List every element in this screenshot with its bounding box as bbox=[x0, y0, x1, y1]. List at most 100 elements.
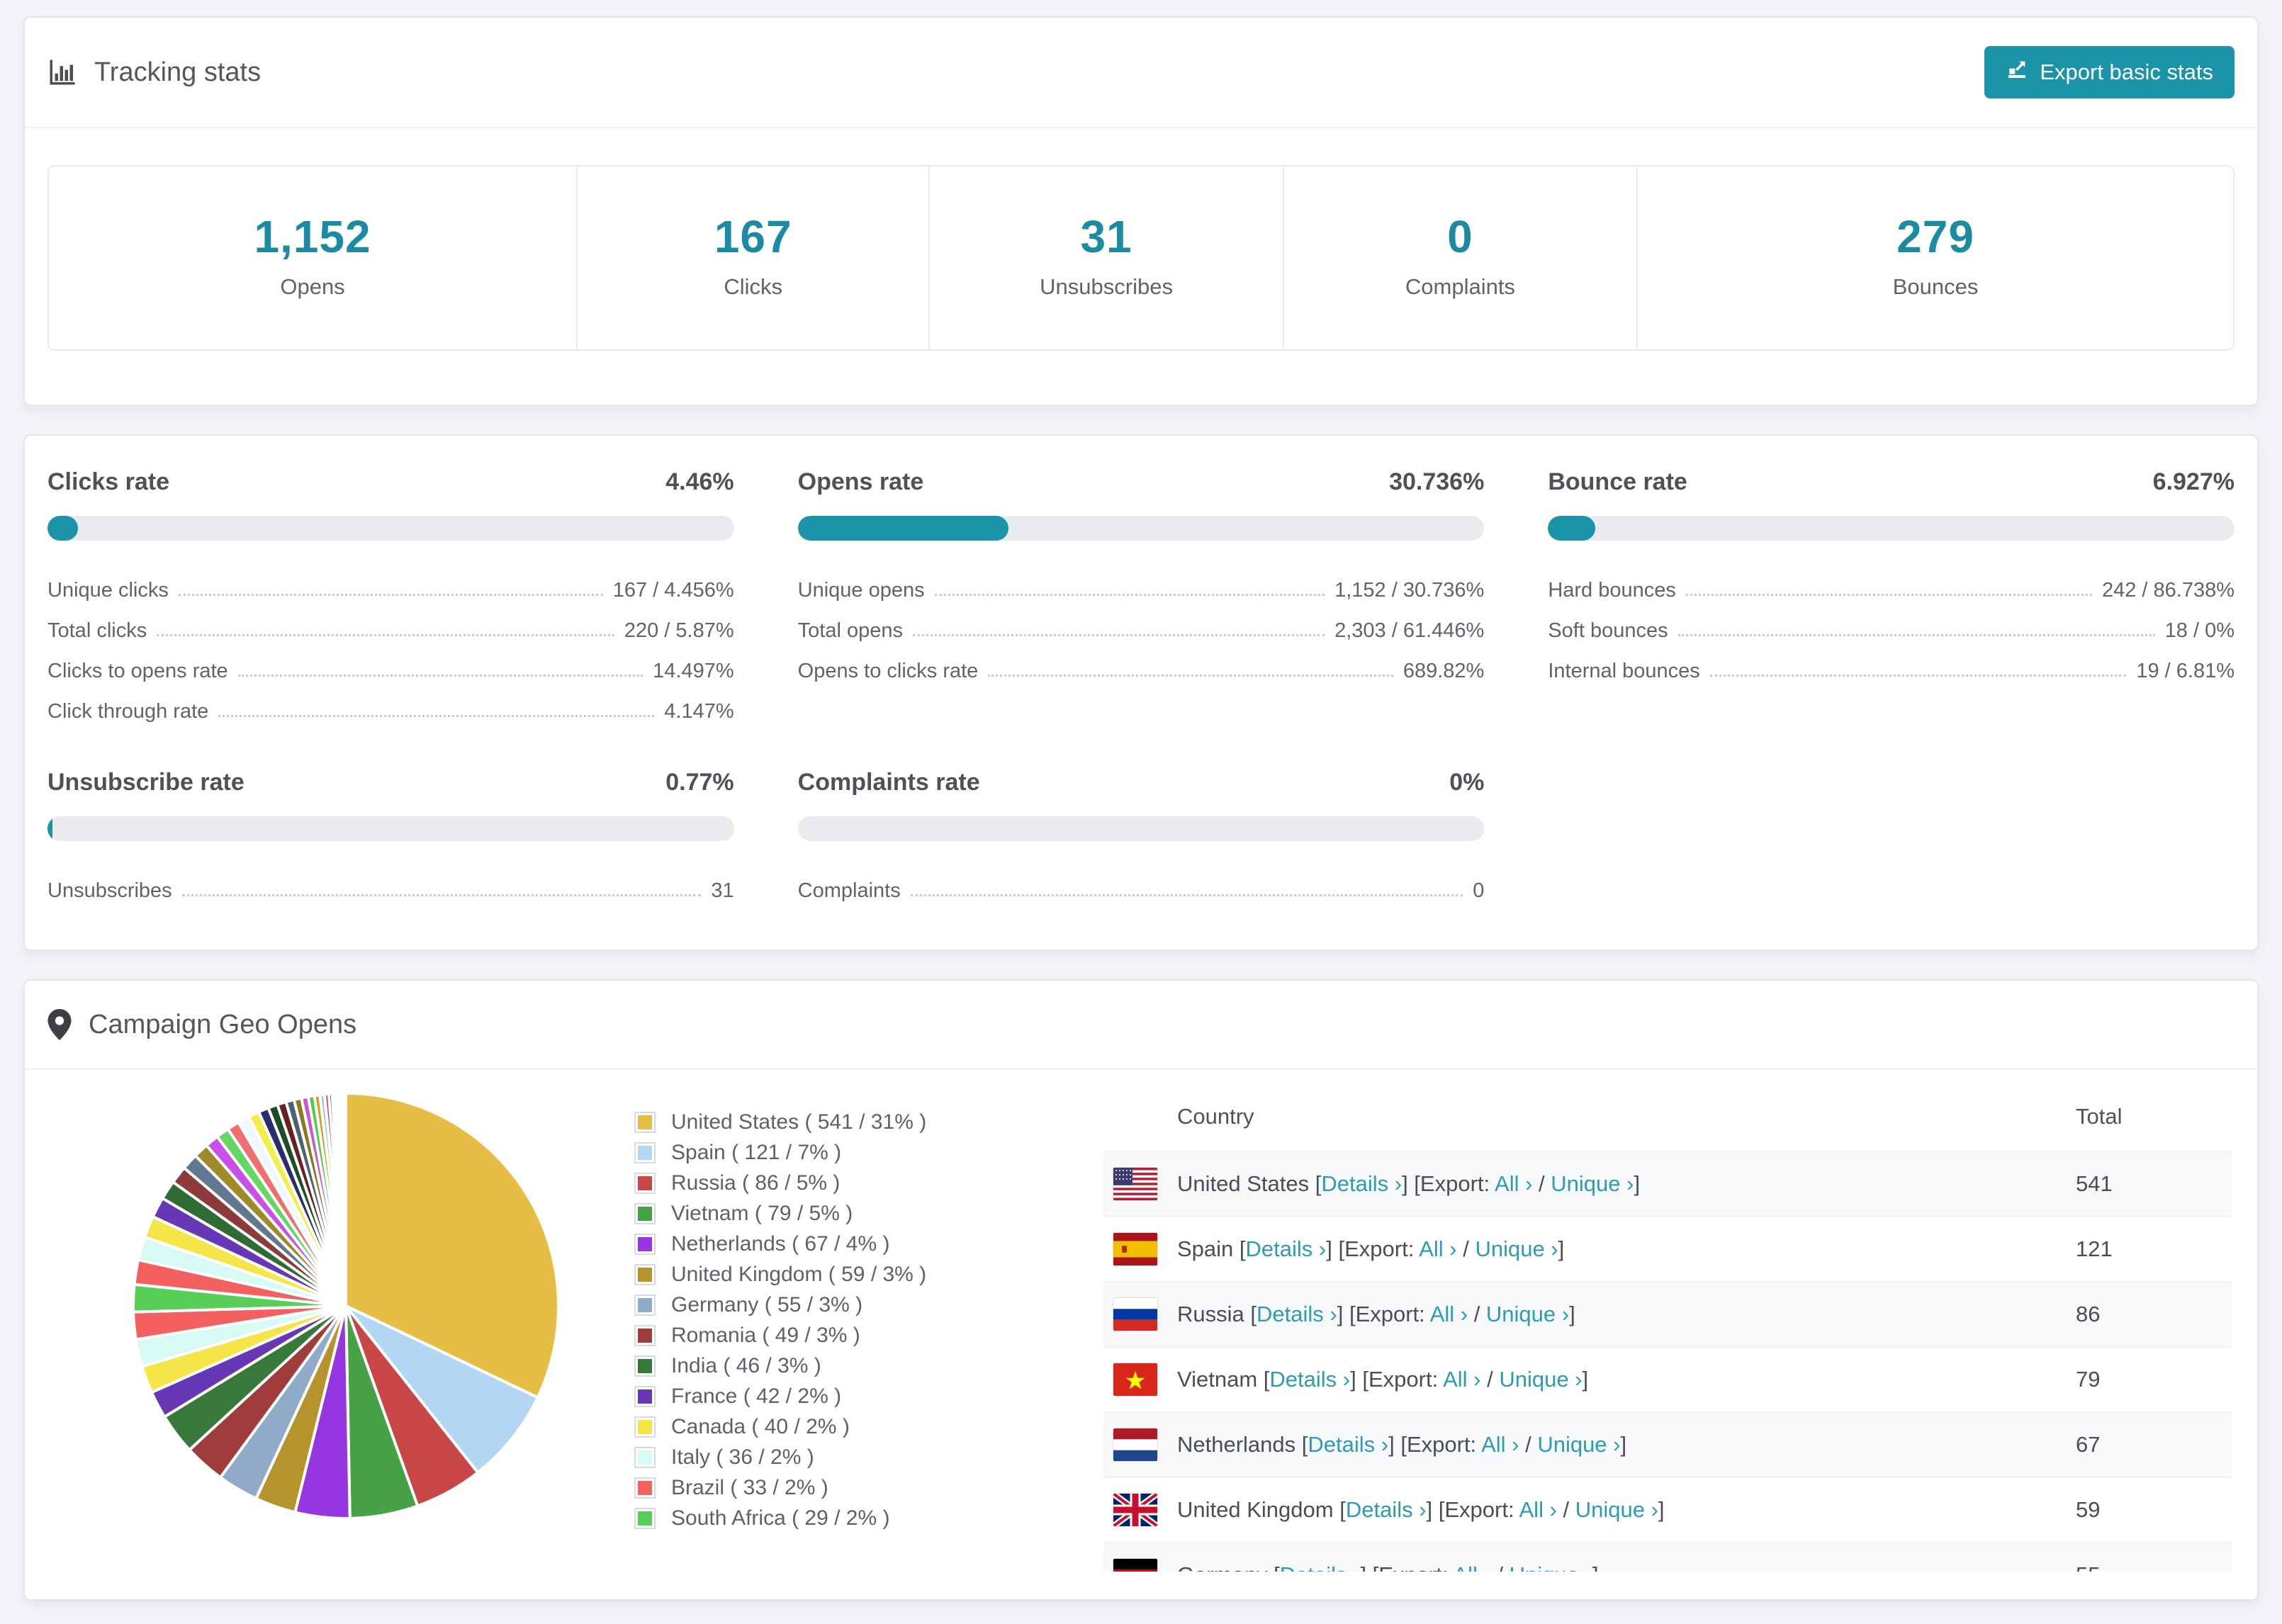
legend-item: India ( 46 / 3% ) bbox=[636, 1350, 1018, 1381]
export-basic-stats-button[interactable]: Export basic stats bbox=[1984, 46, 2235, 98]
legend-item: South Africa ( 29 / 2% ) bbox=[636, 1503, 1018, 1533]
details-link[interactable]: Details › bbox=[1245, 1236, 1327, 1261]
legend-item: Russia ( 86 / 5% ) bbox=[636, 1168, 1018, 1198]
rate-detail-label: Clicks to opens rate bbox=[47, 660, 228, 682]
rate-detail-label: Total opens bbox=[797, 619, 903, 642]
export-all-link[interactable]: All › bbox=[1519, 1497, 1557, 1522]
details-link[interactable]: Details › bbox=[1257, 1302, 1337, 1326]
table-row: Russia [Details ›] [Export: All › / Uniq… bbox=[1103, 1281, 2232, 1346]
dotted-leader bbox=[237, 675, 643, 677]
rates-grid: Clicks rate 4.46% Unique clicks 167 / 4.… bbox=[47, 468, 2235, 907]
bar-chart-icon bbox=[47, 57, 77, 87]
export-icon bbox=[2006, 58, 2028, 86]
rate-detail-row: Unique clicks 167 / 4.456% bbox=[47, 566, 734, 607]
country-flag-icon bbox=[1113, 1168, 1157, 1200]
country-flag-icon bbox=[1113, 1494, 1157, 1526]
export-all-link[interactable]: All › bbox=[1495, 1171, 1533, 1196]
rate-detail-row: Opens to clicks rate 689.82% bbox=[798, 647, 1485, 687]
export-all-link[interactable]: All › bbox=[1443, 1367, 1481, 1392]
export-all-link[interactable]: All › bbox=[1453, 1562, 1490, 1572]
details-link[interactable]: Details › bbox=[1308, 1432, 1389, 1457]
export-unique-link[interactable]: Unique › bbox=[1475, 1236, 1558, 1261]
country-name: Spain bbox=[1177, 1236, 1234, 1261]
rate-title: Clicks rate bbox=[47, 468, 169, 495]
export-unique-link[interactable]: Unique › bbox=[1499, 1367, 1583, 1392]
legend-label: United States ( 541 / 31% ) bbox=[671, 1110, 927, 1134]
legend-swatch bbox=[636, 1417, 654, 1436]
country-name: Russia bbox=[1177, 1302, 1244, 1326]
export-unique-link[interactable]: Unique › bbox=[1510, 1562, 1592, 1572]
export-unique-link[interactable]: Unique › bbox=[1537, 1432, 1621, 1457]
legend-label: Romania ( 49 / 3% ) bbox=[671, 1323, 860, 1347]
legend-swatch bbox=[636, 1387, 654, 1406]
rate-progress-bar bbox=[47, 516, 734, 541]
country-name: Vietnam bbox=[1177, 1367, 1258, 1392]
dotted-leader bbox=[218, 715, 655, 717]
rate-title: Complaints rate bbox=[797, 769, 980, 796]
rate-detail-value: 18 / 0% bbox=[2164, 619, 2235, 642]
country-total: 67 bbox=[2076, 1432, 2101, 1457]
legend-item: France ( 42 / 2% ) bbox=[636, 1381, 1018, 1411]
column-header-total: Total bbox=[2076, 1104, 2123, 1129]
rate-value: 0% bbox=[1449, 769, 1485, 796]
export-all-link[interactable]: All › bbox=[1429, 1302, 1468, 1326]
geo-table-viewport: Country Total United States [Details ›] … bbox=[1103, 1083, 2232, 1572]
legend-label: South Africa ( 29 / 2% ) bbox=[671, 1506, 890, 1530]
legend-swatch bbox=[636, 1509, 654, 1528]
legend-label: Vietnam ( 79 / 5% ) bbox=[671, 1201, 853, 1225]
rate-detail-row: Complaints 0 bbox=[798, 867, 1485, 907]
summary-stat-label: Bounces bbox=[1892, 274, 1979, 299]
details-link[interactable]: Details › bbox=[1345, 1497, 1427, 1522]
rate-value: 0.77% bbox=[665, 769, 734, 796]
legend-swatch bbox=[636, 1173, 654, 1192]
table-row: Spain [Details ›] [Export: All › / Uniqu… bbox=[1103, 1216, 2232, 1281]
rate-title: Unsubscribe rate bbox=[47, 769, 244, 796]
summary-stat-value: 167 bbox=[714, 211, 792, 262]
page-title: Tracking stats bbox=[94, 57, 262, 87]
rate-detail-value: 19 / 6.81% bbox=[2136, 660, 2235, 682]
export-unique-link[interactable]: Unique › bbox=[1575, 1497, 1658, 1522]
summary-stats-group: 1,152 Opens 167 Clicks 31 Unsubscribes 0… bbox=[47, 165, 2235, 351]
rate-detail-label: Complaints bbox=[797, 879, 901, 902]
rate-progress-bar bbox=[1548, 516, 2235, 541]
legend-item: Germany ( 55 / 3% ) bbox=[636, 1290, 1018, 1320]
geo-table-rows: United States [Details ›] [Export: All ›… bbox=[1103, 1151, 2232, 1572]
export-all-link[interactable]: All › bbox=[1419, 1236, 1457, 1261]
legend-label: Italy ( 36 / 2% ) bbox=[671, 1445, 814, 1469]
rate-section: Unsubscribe rate 0.77% Unsubscribes 31 bbox=[47, 769, 734, 907]
geo-pie-chart bbox=[123, 1083, 569, 1533]
country-flag-icon bbox=[1113, 1428, 1157, 1461]
export-all-link[interactable]: All › bbox=[1481, 1432, 1519, 1457]
legend-label: United Kingdom ( 59 / 3% ) bbox=[671, 1262, 927, 1286]
country-total: 121 bbox=[2076, 1236, 2113, 1261]
details-link[interactable]: Details › bbox=[1321, 1171, 1403, 1196]
country-flag-icon bbox=[1113, 1233, 1157, 1265]
pie-legend: United States ( 541 / 31% ) Spain ( 121 … bbox=[636, 1107, 1018, 1533]
legend-swatch bbox=[636, 1295, 654, 1314]
country-total: 541 bbox=[2076, 1171, 2113, 1196]
legend-item: United Kingdom ( 59 / 3% ) bbox=[636, 1259, 1018, 1290]
rate-value: 6.927% bbox=[2152, 468, 2235, 495]
rate-detail-label: Opens to clicks rate bbox=[797, 660, 979, 682]
details-link[interactable]: Details › bbox=[1269, 1367, 1351, 1392]
export-unique-link[interactable]: Unique › bbox=[1551, 1171, 1634, 1196]
summary-stat-value: 1,152 bbox=[254, 211, 371, 262]
details-link[interactable]: Details › bbox=[1280, 1562, 1361, 1572]
rate-progress-fill bbox=[797, 516, 1009, 541]
legend-item: Italy ( 36 / 2% ) bbox=[636, 1442, 1018, 1472]
country-total: 79 bbox=[2076, 1367, 2101, 1392]
geo-opens-header: Campaign Geo Opens bbox=[25, 981, 2257, 1070]
pie-slice bbox=[344, 1091, 560, 1400]
rate-detail-label: Total clicks bbox=[47, 619, 147, 642]
summary-stat-cell: 167 Clicks bbox=[576, 167, 928, 349]
export-unique-link[interactable]: Unique › bbox=[1485, 1302, 1570, 1326]
rate-detail-value: 14.497% bbox=[653, 660, 734, 682]
legend-swatch bbox=[636, 1478, 654, 1497]
table-row: Germany [Details ›] [Export: All › / Uni… bbox=[1103, 1542, 2232, 1572]
rate-progress-fill bbox=[47, 516, 79, 541]
rate-detail-value: 0 bbox=[1473, 879, 1485, 902]
rate-value: 4.46% bbox=[665, 468, 734, 495]
legend-item: Vietnam ( 79 / 5% ) bbox=[636, 1198, 1018, 1229]
rate-section: Complaints rate 0% Complaints 0 bbox=[797, 769, 1485, 907]
